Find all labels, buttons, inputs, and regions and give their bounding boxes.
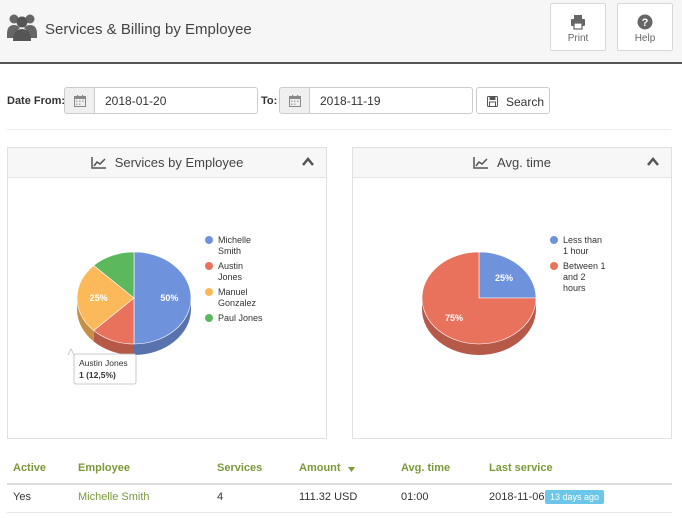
pie-slice-michelle-smith[interactable] (133, 251, 192, 345)
date-from-input[interactable] (94, 87, 258, 114)
avg-time-panel: Avg. time 25% 75% Less than 1 hour Between 1… (352, 147, 672, 439)
legend-label-austin-jones[interactable]: Austin Jones (218, 261, 243, 282)
legend-marker-between-1-and-2-hours[interactable] (550, 262, 558, 270)
users-icon (7, 14, 37, 41)
column-header-amount[interactable]: Amount (299, 462, 341, 474)
legend-marker-paul-jones[interactable] (205, 314, 213, 322)
pie-slice-side-between-1-and-2-hours (422, 298, 536, 355)
legend-marker-austin-jones[interactable] (205, 262, 213, 270)
divider (7, 129, 671, 130)
print-button[interactable]: Print (550, 3, 606, 51)
services-pie-chart: 50% 25% Michelle Smith Austin Jones Manuel Gonz… (67, 235, 263, 385)
pie-slice-manuel-gonzalez[interactable] (76, 265, 135, 331)
legend-marker-manuel-gonzalez[interactable] (205, 288, 213, 296)
tooltip-name: Austin Jones (79, 358, 128, 368)
legend-label-less-than-1-hour[interactable]: Less than 1 hour (563, 235, 602, 256)
pie-slice-side-manuel-gonzalez (77, 298, 94, 342)
page-title: Services & Billing by Employee (45, 21, 252, 38)
pie-slice-side-austin-jones (93, 330, 134, 355)
column-header-active[interactable]: Active (13, 462, 47, 474)
slice-label-less-than-1-hour: 25% (495, 273, 513, 283)
slice-label-michelle-smith: 50% (160, 293, 178, 303)
svg-text:?: ? (642, 17, 649, 29)
slice-label-between-1-and-2-hours: 75% (445, 313, 463, 323)
pie-slice-less-than-1-hour[interactable] (478, 251, 537, 299)
save-icon (487, 96, 498, 107)
date-from-label: Date From: (7, 95, 66, 107)
line-chart-icon (473, 157, 489, 169)
page-header: Services & Billing by Employee Print ? H… (0, 0, 682, 64)
legend-label-paul-jones[interactable]: Paul Jones (218, 313, 263, 323)
legend-label-between-1-and-2-hours[interactable]: Between 1 and 2 hours (563, 261, 606, 293)
legend-label-michelle-smith[interactable]: Michelle Smith (218, 235, 251, 256)
pie-slice-between-1-and-2-hours[interactable] (421, 251, 537, 345)
help-button[interactable]: ? Help (617, 3, 673, 51)
sort-desc-icon[interactable] (348, 467, 355, 472)
column-header-services[interactable]: Services (217, 462, 263, 474)
divider (7, 512, 672, 513)
question-circle-icon: ? (637, 14, 653, 30)
date-to-label: To: (261, 95, 278, 107)
line-chart-icon (90, 157, 106, 169)
print-label: Print (567, 33, 589, 44)
avg-time-pie-chart: 25% 75% Less than 1 hour Between 1 and 2 hours (421, 235, 606, 355)
pie-slice-paul-jones[interactable] (93, 251, 135, 299)
chevron-up-icon[interactable] (302, 157, 314, 167)
cell-last-service: 2018-11-06 (489, 491, 545, 503)
services-by-employee-panel: Services by Employee 50% 25% Michelle Smith… (7, 147, 327, 439)
cell-employee-link[interactable]: Michelle Smith (78, 491, 150, 503)
cell-services: 4 (217, 491, 224, 503)
cell-active: Yes (13, 491, 31, 503)
search-button[interactable]: Search (476, 87, 550, 114)
calendar-icon[interactable] (279, 87, 309, 114)
legend-label-manuel-gonzalez[interactable]: Manuel Gonzalez (218, 287, 257, 308)
search-label: Search (506, 95, 545, 109)
slice-label-manuel-gonzalez: 25% (90, 293, 108, 303)
date-filter-bar: Date From: To: Search (0, 87, 682, 115)
column-header-last-service[interactable]: Last service (489, 462, 553, 474)
divider (7, 483, 672, 485)
legend-marker-michelle-smith[interactable] (205, 236, 213, 244)
panel-title: Services by Employee (114, 155, 244, 170)
status-badge: 13 days ago (545, 490, 605, 504)
cell-avg-time: 01:00 (401, 491, 429, 503)
column-header-avg-time[interactable]: Avg. time (401, 462, 451, 474)
pie-slice-side-michelle-smith (134, 298, 191, 355)
chevron-up-icon[interactable] (647, 157, 659, 167)
column-header-employee[interactable]: Employee (78, 462, 130, 474)
panel-header: Services by Employee (8, 148, 326, 178)
help-label: Help (634, 33, 656, 44)
calendar-icon[interactable] (64, 87, 94, 114)
panel-title: Avg. time (497, 155, 551, 170)
panel-header: Avg. time (353, 148, 671, 178)
printer-icon (571, 15, 585, 30)
cell-amount: 111.32 USD (299, 491, 358, 503)
legend-marker-less-than-1-hour[interactable] (550, 236, 558, 244)
date-to-input[interactable] (309, 87, 473, 114)
tooltip-value: 1 (12,5%) (79, 370, 116, 380)
chart-tooltip: Austin Jones 1 (12,5%) (67, 348, 137, 385)
